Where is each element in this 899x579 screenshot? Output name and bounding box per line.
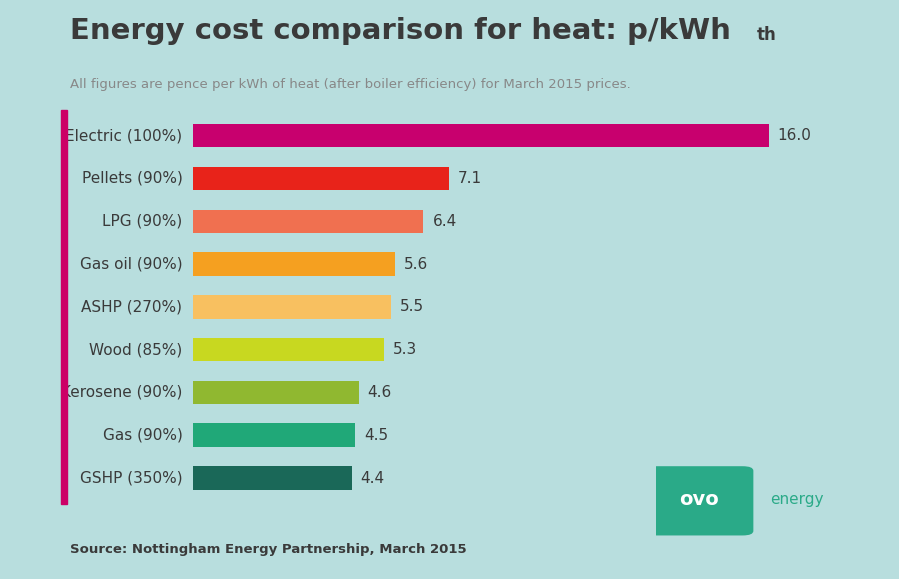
Text: 4.4: 4.4 <box>360 471 385 486</box>
Bar <box>193 252 395 276</box>
Text: th: th <box>757 26 777 44</box>
Text: energy: energy <box>770 492 823 507</box>
Text: Gas (90%): Gas (90%) <box>102 428 182 443</box>
FancyBboxPatch shape <box>645 466 753 536</box>
Text: Pellets (90%): Pellets (90%) <box>82 171 182 186</box>
Text: ASHP (270%): ASHP (270%) <box>82 299 182 314</box>
Text: Electric (100%): Electric (100%) <box>66 128 182 143</box>
Text: 5.5: 5.5 <box>400 299 424 314</box>
Text: Energy cost comparison for heat: p/kWh: Energy cost comparison for heat: p/kWh <box>70 17 731 45</box>
Text: 6.4: 6.4 <box>432 214 457 229</box>
Text: ovo: ovo <box>680 490 719 509</box>
Text: All figures are pence per kWh of heat (after boiler efficiency) for March 2015 p: All figures are pence per kWh of heat (a… <box>70 78 631 91</box>
Text: 5.3: 5.3 <box>393 342 417 357</box>
Text: 16.0: 16.0 <box>778 128 812 143</box>
Text: GSHP (350%): GSHP (350%) <box>80 471 182 486</box>
Text: 7.1: 7.1 <box>458 171 482 186</box>
Text: 4.5: 4.5 <box>364 428 388 443</box>
Bar <box>193 167 449 190</box>
Text: LPG (90%): LPG (90%) <box>102 214 182 229</box>
Bar <box>193 124 769 148</box>
Bar <box>193 466 352 490</box>
Text: Source: Nottingham Energy Partnership, March 2015: Source: Nottingham Energy Partnership, M… <box>70 543 467 556</box>
Text: 4.6: 4.6 <box>368 385 392 400</box>
Bar <box>193 338 384 361</box>
Bar <box>193 423 355 447</box>
Bar <box>193 210 423 233</box>
Bar <box>193 381 359 404</box>
Text: 5.6: 5.6 <box>404 256 428 272</box>
Bar <box>193 295 391 318</box>
Text: Wood (85%): Wood (85%) <box>89 342 182 357</box>
Text: Gas oil (90%): Gas oil (90%) <box>80 256 182 272</box>
Text: Kerosene (90%): Kerosene (90%) <box>61 385 182 400</box>
